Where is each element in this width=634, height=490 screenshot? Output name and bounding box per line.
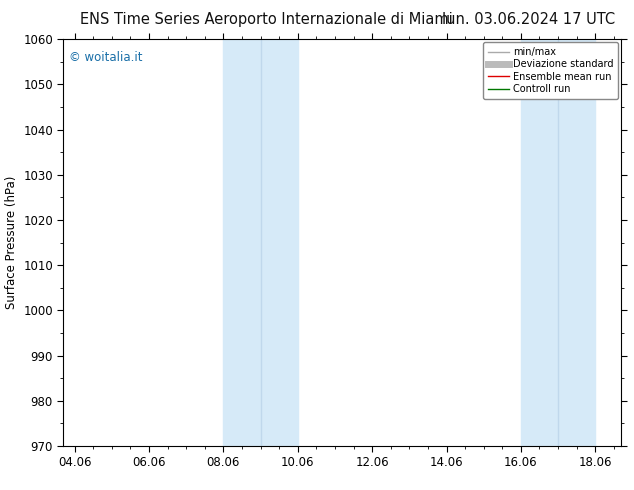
Bar xyxy=(223,39,298,446)
Text: lun. 03.06.2024 17 UTC: lun. 03.06.2024 17 UTC xyxy=(442,12,615,27)
Bar xyxy=(521,39,595,446)
Text: © woitalia.it: © woitalia.it xyxy=(69,51,143,64)
Legend: min/max, Deviazione standard, Ensemble mean run, Controll run: min/max, Deviazione standard, Ensemble m… xyxy=(483,42,618,99)
Text: ENS Time Series Aeroporto Internazionale di Miami: ENS Time Series Aeroporto Internazionale… xyxy=(80,12,453,27)
Y-axis label: Surface Pressure (hPa): Surface Pressure (hPa) xyxy=(4,176,18,309)
